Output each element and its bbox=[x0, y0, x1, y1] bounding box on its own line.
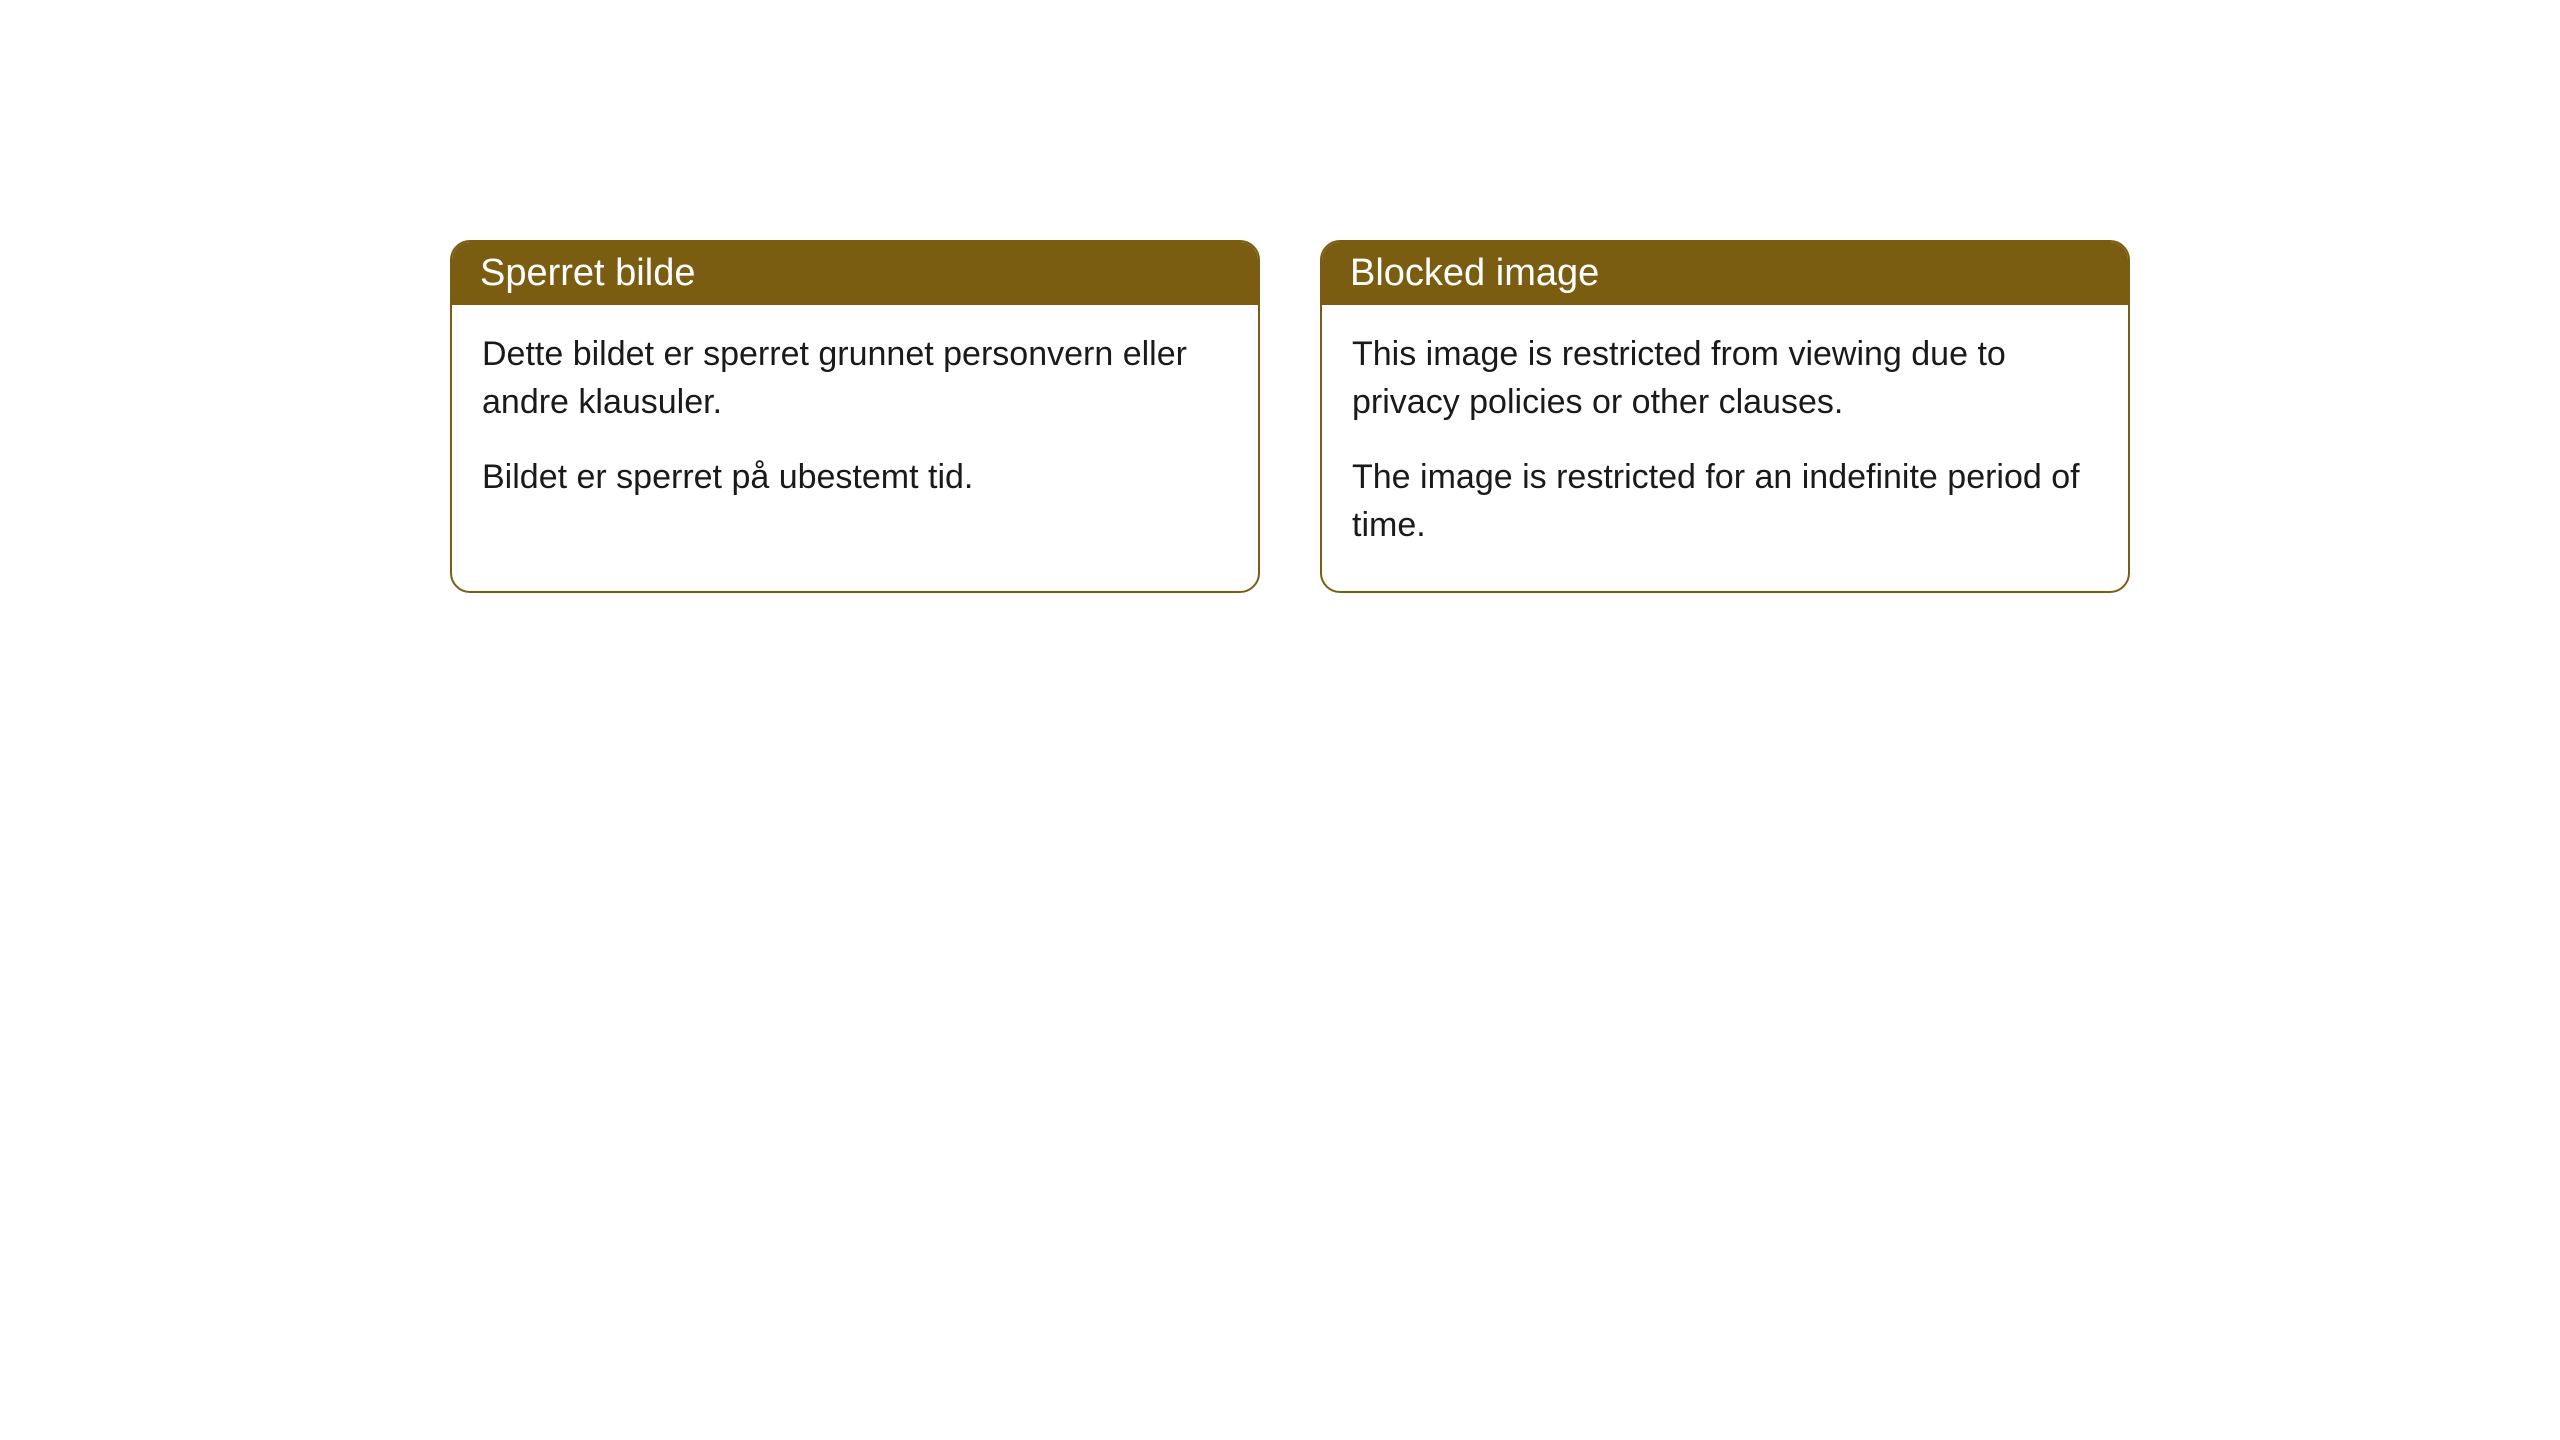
card-title: Sperret bilde bbox=[480, 252, 695, 294]
card-body: This image is restricted from viewing du… bbox=[1322, 305, 2128, 591]
notice-card-norwegian: Sperret bilde Dette bildet er sperret gr… bbox=[450, 240, 1260, 593]
card-header: Blocked image bbox=[1322, 242, 2128, 305]
card-paragraph-2: Bildet er sperret på ubestemt tid. bbox=[482, 454, 1228, 502]
card-paragraph-1: Dette bildet er sperret grunnet personve… bbox=[482, 331, 1228, 426]
notice-card-english: Blocked image This image is restricted f… bbox=[1320, 240, 2130, 593]
card-body: Dette bildet er sperret grunnet personve… bbox=[452, 305, 1258, 544]
card-title: Blocked image bbox=[1350, 252, 1599, 294]
card-paragraph-2: The image is restricted for an indefinit… bbox=[1352, 454, 2098, 549]
card-paragraph-1: This image is restricted from viewing du… bbox=[1352, 331, 2098, 426]
notice-cards-container: Sperret bilde Dette bildet er sperret gr… bbox=[0, 0, 2560, 593]
card-header: Sperret bilde bbox=[452, 242, 1258, 305]
